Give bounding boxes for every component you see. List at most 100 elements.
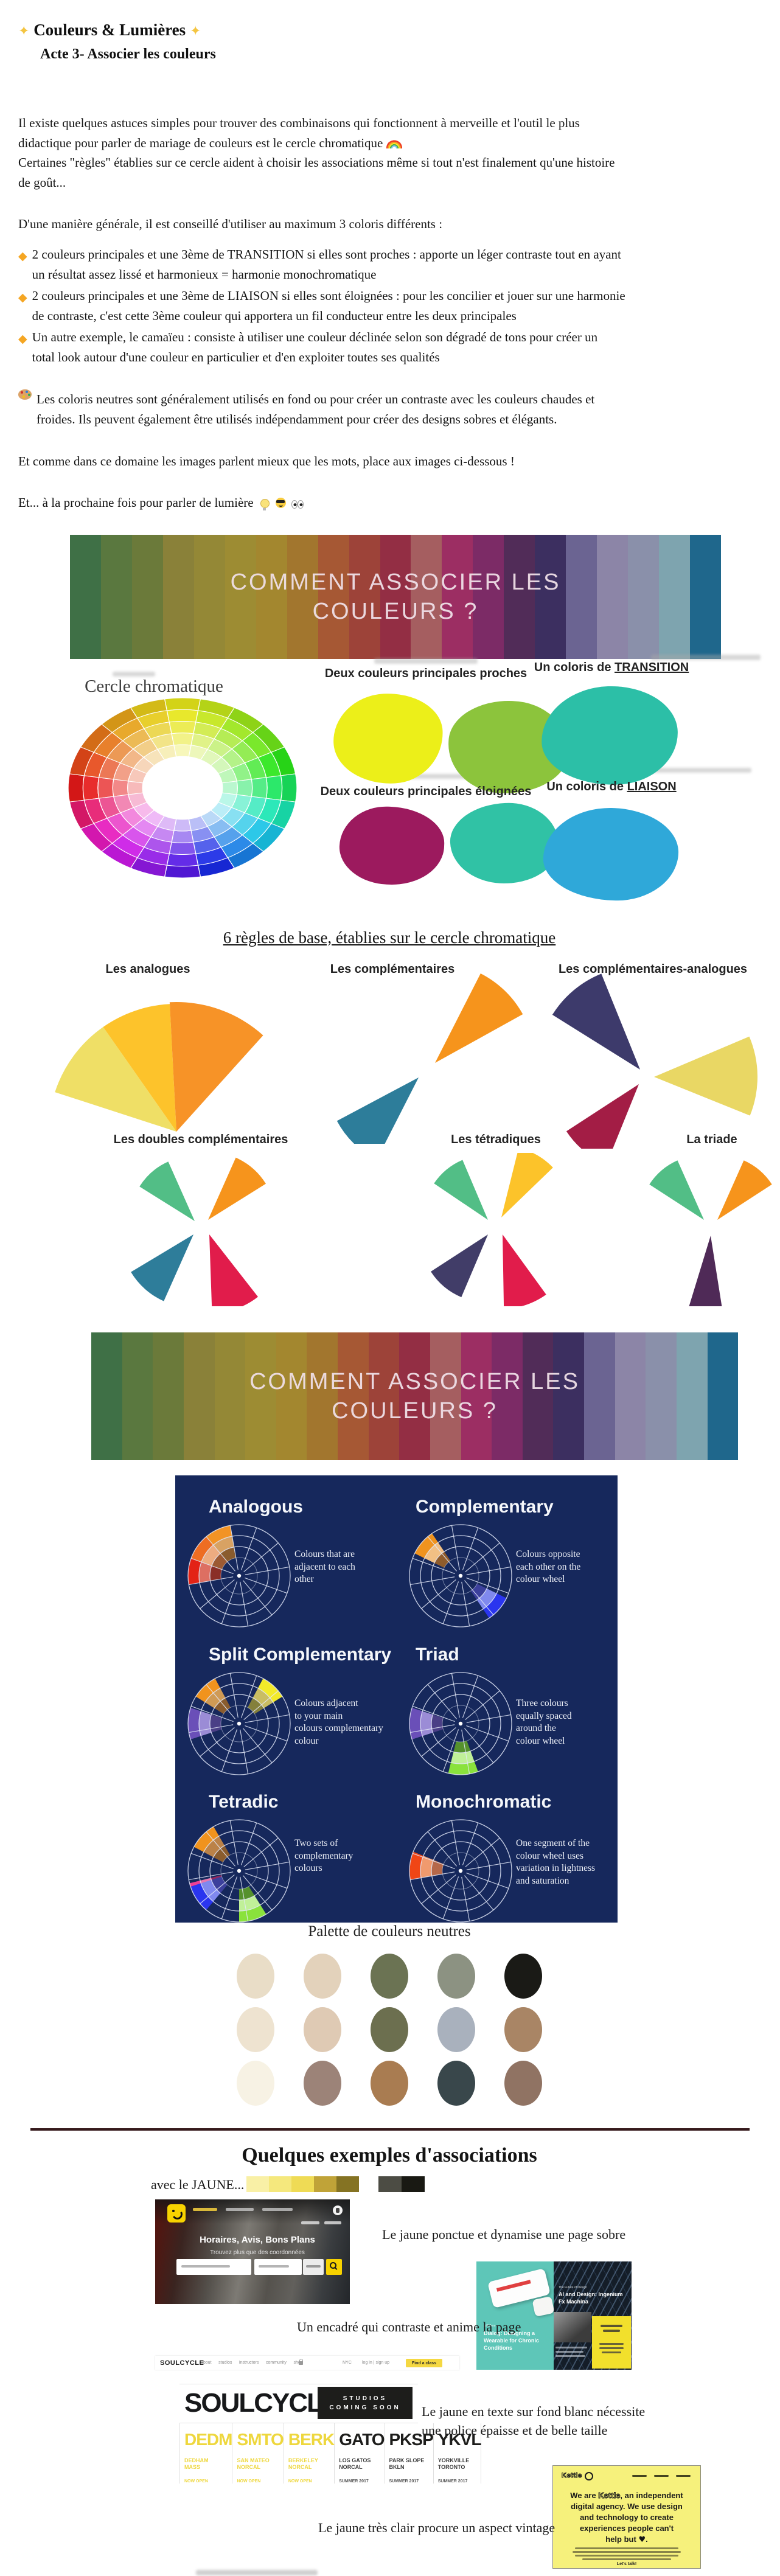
rule-diagram-6 [649, 1160, 772, 1306]
harmony-segment [414, 1533, 439, 1559]
banner-stripe [676, 1332, 708, 1460]
link-blur[interactable] [301, 2221, 319, 2224]
blur-artifact [113, 672, 155, 677]
nav-link-blur[interactable] [262, 2208, 293, 2211]
banner-stripe [628, 535, 660, 659]
banner-comment-associer-2: COMMENT ASSOCIER LES COULEURS ? [91, 1332, 738, 1460]
nav-link-blur[interactable] [632, 2475, 647, 2477]
banner-stripe [349, 535, 380, 659]
banner-stripe [430, 1332, 461, 1460]
neutral-swatch [237, 1954, 274, 1999]
yellow-swatch-strip [246, 2176, 359, 2192]
account-icon[interactable] [333, 2205, 343, 2215]
banner-title: COMMENT ASSOCIER LES COULEURS ? [91, 1332, 738, 1460]
banner-stripe [193, 535, 225, 659]
banner-stripes [70, 535, 721, 659]
harmony-wheel-monochromatic [409, 1819, 512, 1923]
banner-line-1: COMMENT ASSOCIER LES [230, 569, 561, 595]
harmony-segment [424, 1542, 445, 1563]
banner-stripe [368, 1332, 400, 1460]
harmony-wheel-complementary [409, 1524, 512, 1627]
harmony-segment [191, 1536, 214, 1562]
rule-wedge [649, 1160, 704, 1220]
rule-wedge [208, 1157, 266, 1220]
nav-link-blur[interactable] [676, 2475, 691, 2477]
nav-link-blur[interactable] [226, 2208, 254, 2211]
banner-stripe [122, 1332, 153, 1460]
harmony-segment [214, 1697, 231, 1714]
harmony-segment [211, 1876, 228, 1893]
harmony-wheel-split-complementary [187, 1672, 291, 1775]
cart-lock-icon[interactable] [299, 2359, 303, 2365]
label-cercle-chromatique: Cercle chromatique [85, 677, 223, 696]
neutral-swatch [504, 2061, 542, 2106]
studio-city: BERKELEY NORCAL [288, 2457, 318, 2470]
dark-article-title[interactable]: AI and Design: Ingenium Fx Machina [559, 2291, 623, 2305]
orange-diamond-icon: ◆ [18, 332, 27, 346]
blur-artifact [196, 2570, 318, 2575]
blob-yellow [331, 691, 445, 787]
rule-wedge [552, 973, 640, 1070]
soulcycle-nav-links[interactable]: about studios instructors community shop [201, 2361, 303, 2365]
kettle-headline: We are Kettle, an independent digital ag… [553, 2490, 700, 2546]
paragraph-blur [573, 2551, 681, 2553]
neutral-swatch [237, 2061, 274, 2106]
harmony-segment [451, 1751, 475, 1764]
neutral-swatch [237, 2007, 274, 2052]
kettle-agency-screenshot: Kettle We are Kettle, an independent dig… [552, 2465, 701, 2569]
nav-link-blur[interactable] [193, 2208, 217, 2211]
banner-stripe [504, 535, 535, 659]
banner-stripe [70, 535, 101, 659]
pj-search-button[interactable] [326, 2259, 342, 2275]
banner-stripe [183, 1332, 215, 1460]
pj-search-where-input[interactable] [254, 2259, 302, 2275]
paragraph-intro: Il existe quelques astuces simples pour … [18, 113, 764, 192]
studio-code: SMTO [237, 2430, 284, 2449]
rule-wedge [139, 1161, 195, 1221]
studio-column-berk: BERK BERKELEY NORCAL NOW OPEN [284, 2423, 335, 2484]
harmony-wheel-analogous [187, 1524, 291, 1627]
rule-diagram-5 [431, 1153, 553, 1306]
soulcycle-login-links[interactable]: log in | sign up [362, 2361, 390, 2365]
pj-search-what-input[interactable] [176, 2259, 251, 2275]
banner-stripe [535, 535, 566, 659]
page-title-text: Couleurs & Lumières [33, 21, 186, 39]
lets-talk-link[interactable]: Let's talk! [616, 2562, 637, 2566]
wheel-sector [280, 773, 298, 802]
studio-city: SAN MATEO NORCAL [237, 2457, 270, 2470]
paragraph-blur [575, 2555, 678, 2557]
harmony-segment [453, 1741, 471, 1753]
soulcycle-nav-logo[interactable]: SOULCYCLE [160, 2359, 204, 2367]
find-a-class-button[interactable]: Find a class [406, 2359, 442, 2367]
kettle-logo[interactable]: Kettle [562, 2472, 582, 2480]
bullet-text: Un autre exemple, le camaïeu : consiste … [32, 330, 598, 364]
bullet-text: 2 couleurs principales et une 3ème de TR… [32, 247, 621, 282]
wheel-sector [164, 697, 201, 711]
nav-link-blur[interactable] [654, 2475, 669, 2477]
dark-article-kicker: The Future of Design [559, 2286, 587, 2289]
teal-article-title[interactable]: Dialog: Designing a Wearable for Chronic… [484, 2330, 539, 2351]
placeholder-blur [306, 2265, 321, 2268]
caption-jaune-clair: Le jaune très clair procure un aspect vi… [318, 2520, 555, 2535]
period: . [646, 2535, 648, 2544]
neutres-text: Les coloris neutres sont généralement ut… [37, 392, 595, 426]
harmony-segment [470, 1584, 487, 1600]
blur-artifact [374, 658, 478, 664]
banner-stripe [131, 535, 163, 659]
pj-headline: Horaires, Avis, Bons Plans [200, 2235, 315, 2245]
harmony-segment [476, 1589, 497, 1609]
harmony-segment [193, 1826, 219, 1853]
panel-title-complementary: Complementary [416, 1497, 554, 1517]
studio-column-pksp: PKSP PARK SLOPE BKLN SUMMER 2017 [385, 2423, 434, 2484]
neutral-swatch [437, 2007, 475, 2052]
studio-columns: DEDM DEDHAM MASS NOW OPEN SMTO SAN MATEO NOR… [179, 2423, 482, 2484]
studio-status: NOW OPEN [237, 2479, 261, 2484]
label-prefix: Un coloris de [546, 780, 627, 793]
soulcycle-navbar: SOULCYCLE about studios instructors comm… [155, 2356, 459, 2370]
pj-nearby-button[interactable] [303, 2259, 324, 2275]
soulcycle-nav-city[interactable]: NYC [343, 2361, 352, 2365]
paragraph-blur [575, 2547, 678, 2549]
link-blur[interactable] [324, 2221, 341, 2224]
bw-photo [554, 2312, 591, 2342]
